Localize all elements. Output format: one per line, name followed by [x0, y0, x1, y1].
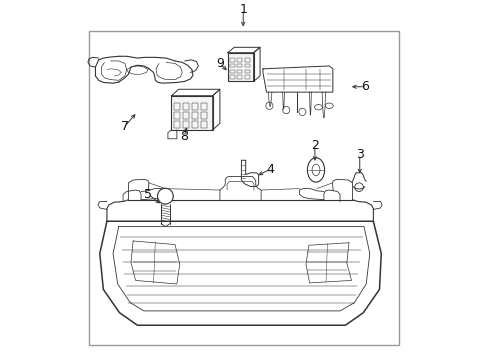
Bar: [183, 112, 189, 119]
Bar: [230, 75, 235, 79]
Bar: [173, 121, 180, 128]
Bar: [200, 112, 207, 119]
Bar: [230, 58, 235, 62]
Bar: [245, 75, 250, 79]
Bar: [245, 58, 250, 62]
Bar: [245, 64, 250, 67]
Bar: [192, 103, 198, 110]
Text: 9: 9: [216, 57, 224, 70]
Bar: [230, 64, 235, 67]
Text: 2: 2: [311, 139, 319, 152]
Bar: [183, 103, 189, 110]
Bar: [192, 121, 198, 128]
Bar: [192, 112, 198, 119]
Bar: [173, 112, 180, 119]
Text: 3: 3: [356, 148, 364, 161]
Text: 7: 7: [121, 120, 129, 133]
Text: 1: 1: [239, 3, 247, 16]
Text: 8: 8: [180, 130, 188, 144]
Ellipse shape: [307, 158, 324, 182]
Bar: [228, 53, 254, 81]
Bar: [172, 96, 213, 130]
Bar: [173, 103, 180, 110]
Bar: [200, 103, 207, 110]
Bar: [245, 69, 250, 73]
Bar: [238, 75, 243, 79]
Bar: [200, 121, 207, 128]
Bar: [89, 31, 399, 345]
Text: 5: 5: [144, 188, 152, 201]
Bar: [183, 121, 189, 128]
Text: 4: 4: [266, 163, 274, 176]
Circle shape: [157, 188, 173, 204]
Bar: [230, 69, 235, 73]
Bar: [238, 64, 243, 67]
Text: 6: 6: [361, 80, 369, 93]
Bar: [238, 69, 243, 73]
Bar: [238, 58, 243, 62]
